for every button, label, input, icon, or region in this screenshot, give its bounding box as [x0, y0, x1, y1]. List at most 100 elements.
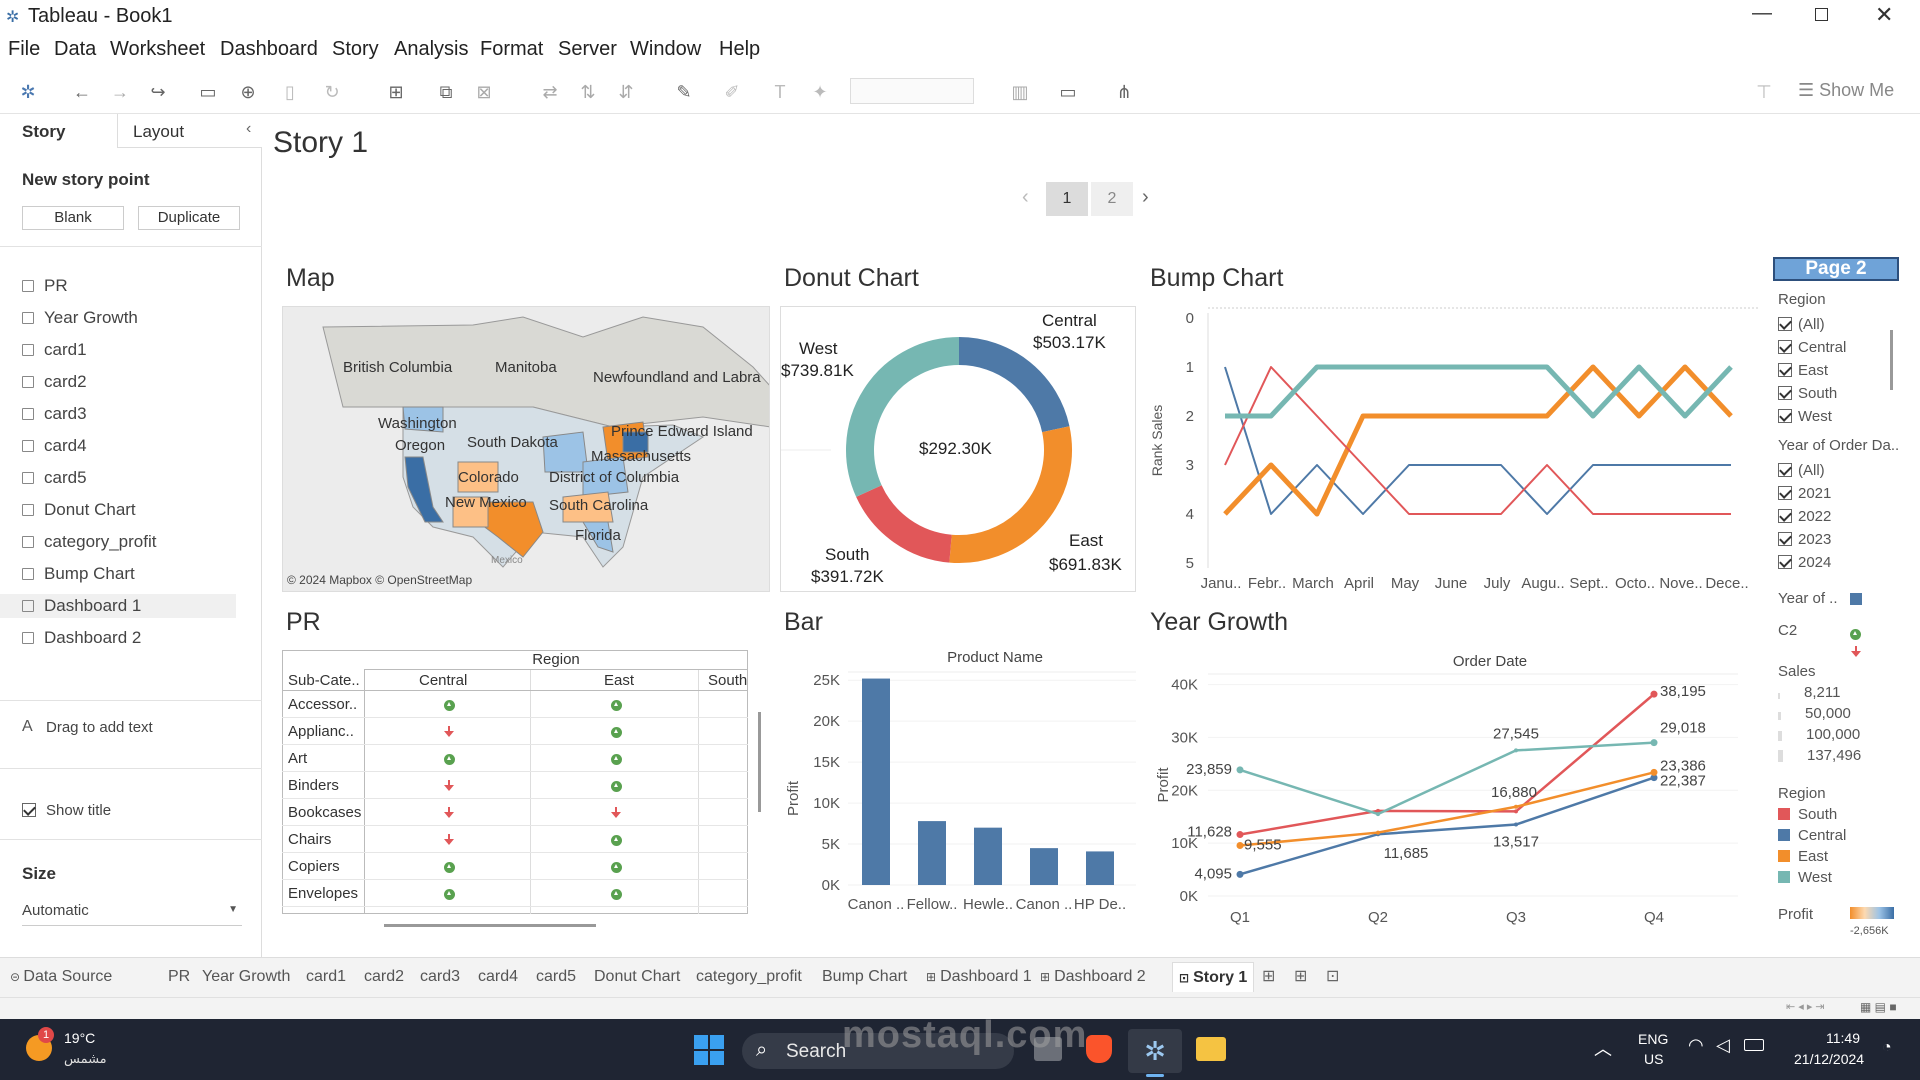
table-row[interactable]: Chairs: [282, 826, 748, 853]
next-story-point-icon[interactable]: ›: [1142, 186, 1149, 208]
sheet-tab[interactable]: ⊞ Dashboard 2: [1040, 968, 1146, 985]
filter-scrollbar[interactable]: [1890, 330, 1893, 390]
drag-to-add-text[interactable]: Drag to add text: [46, 719, 153, 736]
show-title-checkbox[interactable]: [22, 802, 42, 820]
clock-date[interactable]: 21/12/2024: [1794, 1051, 1865, 1067]
menu-worksheet[interactable]: Worksheet: [110, 38, 206, 60]
region-legend-item[interactable]: Central: [1778, 826, 1846, 846]
table-row[interactable]: Art: [282, 745, 748, 772]
yg-point[interactable]: [1514, 804, 1518, 809]
new-dashboard-tab-icon[interactable]: ⊞: [1294, 968, 1308, 985]
prev-story-point-icon[interactable]: ‹: [1022, 186, 1029, 208]
table-row[interactable]: Bookcases: [282, 799, 748, 826]
sheet-tab[interactable]: card4: [478, 968, 519, 985]
tab-nav-icons[interactable]: ⇤ ◂ ▸ ⇥: [1786, 1001, 1825, 1013]
story-point-1[interactable]: 1: [1046, 182, 1088, 216]
menu-help[interactable]: Help: [719, 38, 761, 60]
year-filter-option[interactable]: 2024: [1778, 552, 1831, 574]
wifi-icon[interactable]: ◠: [1688, 1035, 1704, 1055]
refresh-icon[interactable]: ↻: [324, 82, 340, 102]
bar[interactable]: [1030, 848, 1058, 885]
menu-data[interactable]: Data: [54, 38, 97, 60]
table-row[interactable]: Accessor..: [282, 691, 748, 718]
file-explorer-icon[interactable]: [1196, 1037, 1226, 1061]
pr-vscroll[interactable]: [758, 712, 761, 812]
sheet-tab[interactable]: category_profit: [696, 968, 802, 985]
sort-ascending-icon[interactable]: ⇅: [580, 82, 596, 102]
region-filter-option[interactable]: East: [1778, 360, 1828, 382]
undo-icon[interactable]: ←: [73, 82, 91, 102]
duplicate-sheet-icon[interactable]: ⧉: [439, 82, 453, 102]
language-secondary[interactable]: US: [1644, 1051, 1664, 1067]
presentation-icon[interactable]: ▭: [1059, 82, 1077, 102]
yg-point[interactable]: [1236, 766, 1244, 774]
sheet-tab[interactable]: ⊡ Story 1: [1172, 962, 1255, 992]
year-filter-option[interactable]: 2023: [1778, 529, 1831, 551]
volume-icon[interactable]: ◁: [1716, 1035, 1730, 1055]
region-legend-item[interactable]: West: [1778, 868, 1832, 888]
restore-icon[interactable]: [1815, 8, 1828, 21]
menu-file[interactable]: File: [8, 38, 41, 60]
sheet-list-item[interactable]: Dashboard 2: [22, 626, 141, 650]
story-point-2[interactable]: 2: [1091, 182, 1133, 216]
taskbar-search[interactable]: ⌕ Search: [742, 1033, 1014, 1069]
yg-point[interactable]: [1650, 690, 1658, 698]
battery-icon[interactable]: [1744, 1039, 1764, 1051]
bar[interactable]: [974, 827, 1002, 885]
sheet-list-item[interactable]: card3: [22, 402, 87, 426]
region-legend-item[interactable]: South: [1778, 805, 1837, 825]
sheet-tab[interactable]: Donut Chart: [594, 968, 681, 985]
pr-hscroll[interactable]: [384, 924, 596, 927]
region-filter-option[interactable]: South: [1778, 383, 1837, 405]
menu-window[interactable]: Window: [630, 38, 702, 60]
sheet-tab[interactable]: PR: [168, 968, 191, 985]
sheet-list-item[interactable]: card5: [22, 466, 87, 490]
bump-line-south[interactable]: [1224, 366, 1731, 515]
yg-point[interactable]: [1236, 841, 1244, 849]
sheet-tab[interactable]: card3: [420, 968, 461, 985]
fit-dropdown[interactable]: [850, 78, 974, 104]
sheet-list-item[interactable]: card1: [22, 338, 87, 362]
yg-line-south[interactable]: [1239, 693, 1655, 836]
show-cards-icon[interactable]: ▥: [1011, 82, 1029, 102]
clear-sheet-icon[interactable]: ⊠: [476, 82, 492, 102]
duplicate-button[interactable]: Duplicate: [138, 206, 240, 230]
redo-icon[interactable]: →: [111, 82, 129, 102]
yg-line-central[interactable]: [1239, 776, 1655, 876]
yg-point[interactable]: [1236, 831, 1244, 839]
close-icon[interactable]: ✕: [1875, 2, 1894, 27]
pin-icon[interactable]: ✦: [812, 82, 828, 102]
share-icon[interactable]: ⋔: [1116, 82, 1132, 102]
notification-bell-icon[interactable]: ◔: [1882, 1039, 1892, 1056]
sheet-list-item[interactable]: Dashboard 1: [0, 594, 236, 618]
yg-point[interactable]: [1650, 774, 1658, 782]
map-attribution[interactable]: © 2024 Mapbox © OpenStreetMap: [287, 573, 473, 587]
minimize-icon[interactable]: —: [1752, 2, 1772, 24]
collapse-panel-icon[interactable]: ‹: [246, 120, 252, 137]
show-me-button[interactable]: ☰ Show Me: [1798, 80, 1895, 100]
brave-browser-icon[interactable]: [1086, 1035, 1112, 1063]
donut-slice-east[interactable]: [949, 426, 1072, 563]
bar[interactable]: [1086, 851, 1114, 885]
swap-icon[interactable]: ⇄: [542, 82, 558, 102]
table-row[interactable]: Envelopes: [282, 880, 748, 907]
yg-point[interactable]: [1236, 870, 1244, 878]
bump-line-west[interactable]: [1225, 364, 1733, 419]
menu-format[interactable]: Format: [480, 38, 544, 60]
tab-layout[interactable]: Layout ‹: [117, 114, 262, 148]
labels-icon[interactable]: T: [774, 82, 786, 102]
menu-story[interactable]: Story: [332, 38, 379, 60]
yg-point[interactable]: [1514, 748, 1518, 753]
menu-dashboard[interactable]: Dashboard: [220, 38, 318, 60]
yg-point[interactable]: [1514, 809, 1518, 814]
group-icon[interactable]: ✐: [724, 82, 740, 102]
donut-slice-central[interactable]: [958, 337, 1070, 433]
bump-line-east[interactable]: [1223, 364, 1733, 517]
sheet-list-item[interactable]: Donut Chart: [22, 498, 136, 522]
save-icon[interactable]: ▭: [199, 82, 217, 102]
data-source-tab[interactable]: ⊝ Data Source: [10, 968, 113, 985]
year-filter-option[interactable]: 2021: [1778, 483, 1831, 505]
sheet-tab[interactable]: card1: [306, 968, 347, 985]
sheet-list-item[interactable]: Bump Chart: [22, 562, 135, 586]
sheet-tab[interactable]: card5: [536, 968, 577, 985]
